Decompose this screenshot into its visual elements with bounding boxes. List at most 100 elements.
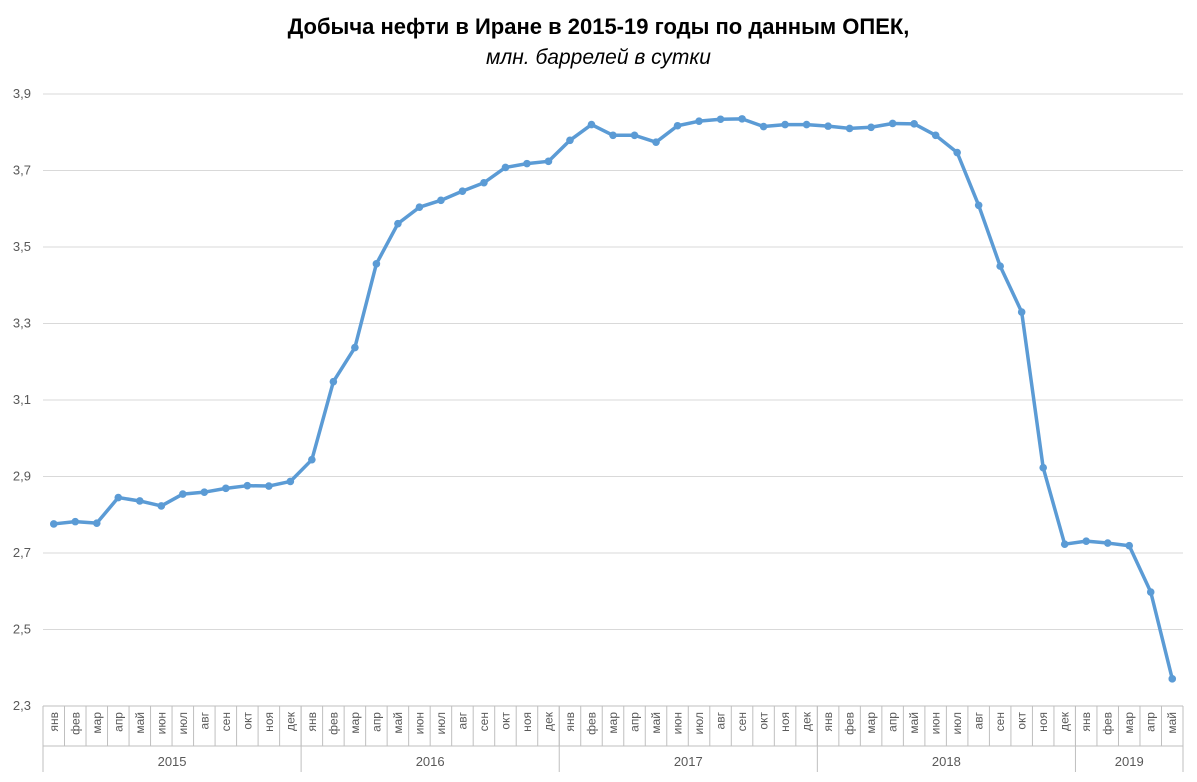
x-tick-label: ноя — [520, 712, 534, 732]
data-point — [179, 490, 187, 498]
y-tick-label: 2,5 — [13, 622, 31, 637]
x-tick-label: дек — [800, 711, 814, 731]
data-point — [265, 482, 273, 490]
data-point — [114, 493, 123, 502]
x-tick-label: фев — [843, 712, 857, 735]
x-tick-label: авг — [455, 711, 469, 729]
data-point — [630, 131, 639, 140]
x-tick-label: сен — [735, 712, 749, 731]
x-tick-label: янв — [821, 712, 835, 732]
data-point — [910, 120, 918, 128]
x-tick-label: окт — [757, 712, 771, 730]
x-tick-label: янв — [305, 712, 319, 732]
x-tick-label: фев — [68, 712, 82, 735]
data-point — [372, 260, 381, 268]
x-tick-label: май — [649, 712, 663, 734]
data-point — [1125, 541, 1134, 550]
data-point — [566, 136, 574, 145]
data-point — [824, 122, 832, 130]
x-tick-label: мар — [348, 712, 362, 734]
x-tick-label: янв — [47, 712, 61, 732]
data-point — [738, 115, 746, 123]
x-tick-label: июн — [412, 712, 426, 734]
y-tick-label: 2,7 — [13, 545, 31, 560]
y-tick-label: 3,3 — [13, 316, 31, 331]
data-point — [1082, 537, 1091, 545]
x-tick-label: июн — [929, 712, 943, 734]
year-label: 2016 — [416, 754, 445, 769]
data-point — [544, 157, 553, 166]
data-point — [867, 123, 875, 132]
x-tick-label: ноя — [778, 712, 792, 732]
x-tick-label: сен — [219, 712, 233, 731]
data-point — [200, 488, 209, 496]
year-label: 2017 — [674, 754, 703, 769]
data-point — [523, 159, 531, 168]
x-tick-label: окт — [240, 712, 254, 730]
x-tick-label: июл — [434, 712, 448, 734]
data-point — [501, 163, 510, 172]
data-point — [394, 219, 402, 228]
data-point — [437, 196, 445, 205]
x-tick-label: дек — [541, 711, 555, 731]
data-point — [351, 343, 359, 352]
data-point — [845, 124, 854, 133]
data-point — [953, 148, 961, 157]
x-tick-label: май — [907, 712, 921, 734]
data-point — [609, 131, 617, 140]
y-tick-label: 3,5 — [13, 239, 31, 254]
x-tick-label: фев — [584, 712, 598, 735]
x-tick-label: дек — [1058, 711, 1072, 731]
x-tick-label: апр — [369, 712, 383, 732]
x-tick-label: сен — [993, 712, 1007, 731]
x-tick-label: ноя — [262, 712, 276, 732]
data-point — [92, 519, 101, 527]
x-tick-label: мар — [1122, 712, 1136, 734]
x-tick-label: апр — [1144, 712, 1158, 732]
x-tick-label: окт — [498, 712, 512, 730]
x-tick-label: авг — [972, 711, 986, 729]
x-tick-label: апр — [628, 712, 642, 732]
data-point — [415, 203, 424, 212]
x-tick-label: май — [391, 712, 405, 734]
x-tick-label: авг — [197, 711, 211, 729]
y-tick-label: 3,7 — [13, 163, 31, 178]
data-point — [996, 262, 1004, 270]
data-point — [49, 520, 58, 528]
data-point — [480, 178, 488, 187]
data-point — [308, 455, 316, 464]
data-point — [587, 120, 596, 129]
data-point — [1017, 308, 1026, 316]
x-tick-label: июл — [176, 712, 190, 734]
data-point — [329, 377, 338, 386]
x-tick-label: апр — [111, 712, 125, 732]
x-tick-label: июн — [154, 712, 168, 734]
data-point — [243, 481, 252, 490]
data-point — [135, 497, 144, 505]
x-tick-label: янв — [1079, 712, 1093, 732]
x-tick-label: май — [1165, 712, 1179, 734]
x-tick-label: мар — [606, 712, 620, 734]
data-point — [1103, 539, 1112, 547]
x-tick-label: фев — [1101, 712, 1115, 735]
x-tick-label: май — [133, 712, 147, 734]
x-tick-label: апр — [886, 712, 900, 732]
y-tick-label: 2,9 — [13, 469, 31, 484]
data-point — [759, 122, 768, 131]
x-tick-label: июл — [950, 712, 964, 734]
x-tick-label: фев — [326, 712, 340, 735]
x-tick-label: июл — [692, 712, 706, 734]
chart-subtitle: млн. баррелей в сутки — [486, 46, 711, 69]
data-point — [673, 121, 682, 130]
data-point — [222, 484, 230, 493]
data-point — [781, 120, 789, 129]
x-tick-label: июн — [671, 712, 685, 734]
data-point — [716, 115, 725, 124]
data-point — [71, 517, 80, 526]
data-point — [802, 120, 811, 129]
data-point — [888, 119, 897, 128]
data-point — [1168, 675, 1177, 683]
year-label: 2018 — [932, 754, 961, 769]
